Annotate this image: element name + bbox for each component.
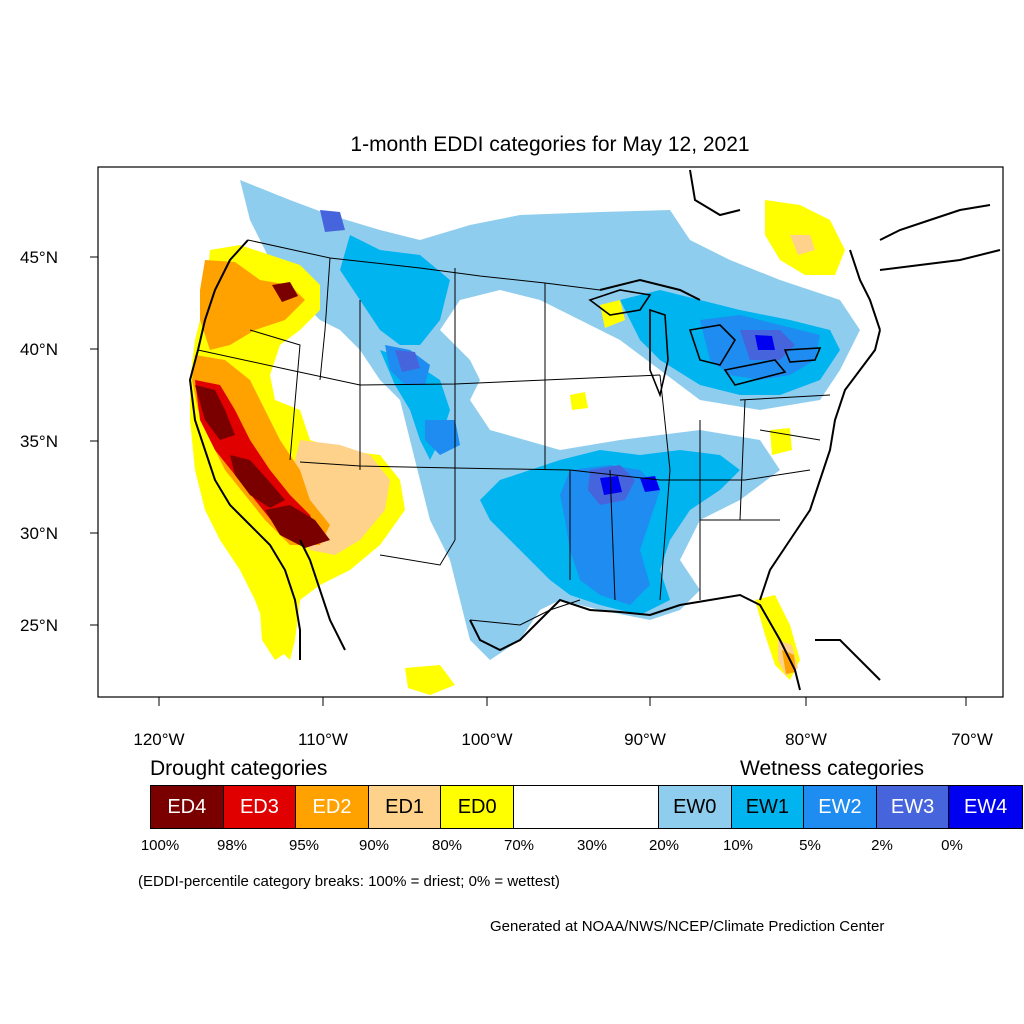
legend-swatch-ed3: ED3 [223,786,297,828]
legend-label: EW0 [673,795,717,818]
map-frame [97,166,1004,698]
legend-break: 10% [722,837,754,854]
lon-label-110: 110°W [298,730,348,749]
great-lakes [588,289,822,398]
legend-swatch-ed4: ED4 [151,786,224,828]
legend-swatch-ew4: EW4 [949,786,1022,828]
legend-label: EW1 [745,795,790,818]
legend-label: ED0 [457,795,497,818]
lat-label-40: 40°N [20,340,58,359]
wetness-categories-title: Wetness categories [740,757,925,780]
legend-break: 95% [288,837,320,854]
lat-label-45: 45°N [20,248,58,267]
legend-break: 20% [648,837,680,854]
lon-label-70: 70°W [951,730,993,749]
state-borders [197,239,831,626]
legend-break: 98% [216,837,248,854]
legend-break: 0% [941,837,963,854]
legend-swatch-ed2: ED2 [296,786,369,828]
drought-categories-title: Drought categories [150,757,328,780]
legend-label: EW3 [890,795,935,818]
legend-label: ED2 [312,795,352,818]
legend-break: 80% [431,837,463,854]
legend-break: 5% [799,837,821,854]
lat-label-25: 25°N [20,616,58,635]
legend-label: EW4 [963,795,1008,818]
legend-label: EW2 [818,795,862,818]
credit-line: Generated at NOAA/NWS/NCEP/Climate Predi… [490,918,885,935]
legend-swatch-ed1: ED1 [368,786,442,828]
coastline [188,239,881,691]
legend-break: 2% [871,837,893,854]
legend-break: 30% [576,837,608,854]
category-note: (EDDI-percentile category breaks: 100% =… [138,873,560,890]
legend-label: ED4 [167,795,207,818]
lat-label-30: 30°N [20,524,58,543]
legend-swatch-ew0: EW0 [658,786,732,828]
legend-swatch-ed0: ED0 [441,786,514,828]
category-fill-regions [190,180,860,695]
lon-label-100: 100°W [461,730,512,749]
lon-label-90: 90°W [624,730,666,749]
lon-label-80: 80°W [785,730,827,749]
legend-break: 100% [140,837,180,854]
axis-ticks [90,256,967,706]
legend-swatch-ew3: EW3 [876,786,950,828]
legend-break: 90% [358,837,390,854]
legend-swatch-neutral [513,786,659,828]
canada-coast [689,169,1001,681]
legend-swatch-ew1: EW1 [731,786,805,828]
lon-label-120: 120°W [133,730,184,749]
legend-label: ED1 [385,795,425,818]
lat-label-35: 35°N [20,432,58,451]
legend-break: 70% [503,837,535,854]
category-legend: ED4 ED3 ED2 ED1 ED0 EW0 EW1 EW2 EW3 EW4 [150,785,1023,829]
map-title: 1-month EDDI categories for May 12, 2021 [350,133,750,156]
legend-swatch-ew2: EW2 [804,786,877,828]
legend-label: ED3 [239,795,279,818]
